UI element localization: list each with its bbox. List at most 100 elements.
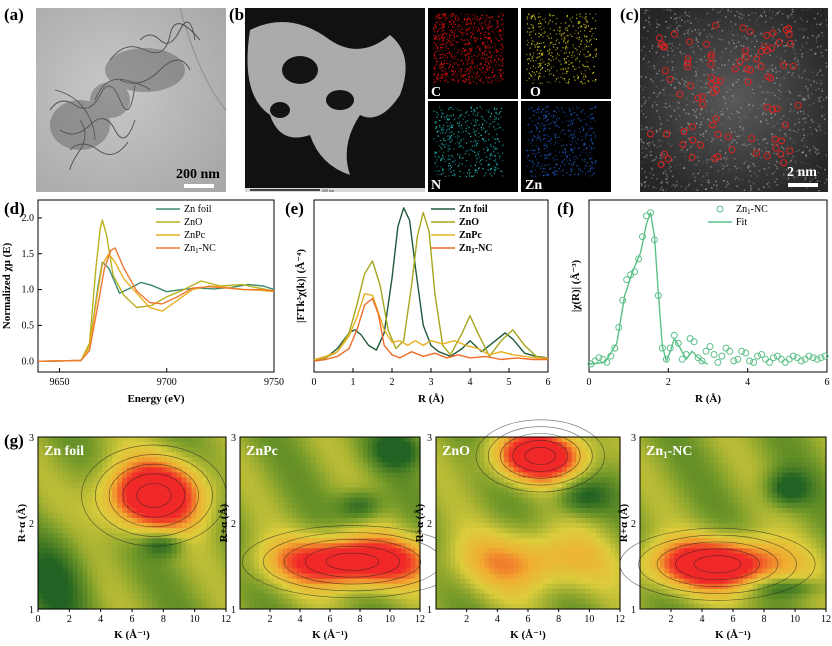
contour-0-0 xyxy=(136,483,172,508)
x-tick-f-1: 2 xyxy=(666,377,671,388)
eds-map-o: O xyxy=(521,8,611,100)
data-point-f-0-2 xyxy=(595,354,603,362)
g-x-tick-3-4: 10 xyxy=(790,614,800,625)
x-tick-e-0: 0 xyxy=(312,377,317,388)
data-point-f-0-56 xyxy=(809,354,817,362)
data-point-f-0-23 xyxy=(678,355,686,363)
eds-map-n: N xyxy=(428,101,518,193)
x-axis-title-e: R (Å) xyxy=(418,393,444,405)
g-x-tick-0-6: 12 xyxy=(221,614,231,625)
data-point-f-0-26 xyxy=(690,338,698,346)
data-point-f-0-57 xyxy=(813,355,821,363)
x-axis-title-d: Energy (eV) xyxy=(127,393,184,405)
wavelet-title-0: Zn foil xyxy=(44,444,84,459)
eds-map-zn: Zn xyxy=(521,101,611,193)
g-y-tick-0-1: 2 xyxy=(29,519,34,530)
x-tick-d-1: 9700 xyxy=(157,377,177,388)
x-tick-d-2: 9750 xyxy=(264,377,284,388)
data-point-f-0-48 xyxy=(777,355,785,363)
x-tick-e-5: 5 xyxy=(507,377,512,388)
contour-0-3 xyxy=(94,454,213,537)
g-x-tick-3-5: 12 xyxy=(821,614,831,625)
data-point-f-0-41 xyxy=(750,358,758,366)
contour-2-3 xyxy=(487,426,593,486)
x-tick-f-3: 6 xyxy=(825,377,830,388)
contour-0-2 xyxy=(108,463,199,528)
series-line-d-1 xyxy=(37,219,275,362)
data-point-f-0-38 xyxy=(738,347,746,355)
g-x-tick-2-3: 8 xyxy=(556,614,561,625)
data-point-f-0-45 xyxy=(766,358,773,366)
data-point-f-0-28 xyxy=(698,357,706,365)
y-axis-title-d: Normalized χμ (E) xyxy=(1,242,13,329)
contour-0-1 xyxy=(122,473,186,518)
g-x-tick-0-5: 10 xyxy=(190,614,200,625)
g-y-title-3: R+α (Å) xyxy=(618,503,630,542)
wavelet-title-1: ZnPc xyxy=(246,444,278,459)
y-axis-title-e: |FTk³χ(k)| (Å⁻⁴) xyxy=(295,249,307,323)
x-tick-e-6: 6 xyxy=(546,377,551,388)
plot-frame-d xyxy=(37,199,275,373)
contour-2-1 xyxy=(512,440,569,472)
y-tick-d-2: 1.0 xyxy=(22,285,35,296)
data-point-f-0-35 xyxy=(726,347,734,355)
data-point-f-0-49 xyxy=(781,358,789,366)
data-point-f-0-50 xyxy=(785,355,793,363)
data-point-f-0-21 xyxy=(670,331,678,339)
scale-label-a: 200 nm xyxy=(176,167,220,182)
g-x-tick-3-1: 4 xyxy=(700,614,705,625)
x-axis-title-f: R (Å) xyxy=(695,393,721,405)
g-x-tick-1-1: 4 xyxy=(298,614,303,625)
eds-map-c: C xyxy=(428,8,518,100)
y-tick-d-1: 0.5 xyxy=(22,320,35,331)
y-axis-title-f: |χ(R)| (Å⁻³) xyxy=(570,260,582,313)
g-x-tick-0-3: 6 xyxy=(130,614,135,625)
x-tick-e-3: 3 xyxy=(429,377,434,388)
series-line-e-3 xyxy=(313,297,548,362)
contour-3-1 xyxy=(675,548,760,581)
data-point-f-0-51 xyxy=(789,352,797,360)
panel-label-f: (f) xyxy=(557,199,574,218)
legend-label-d-3: Zn1-NC xyxy=(184,243,216,255)
data-point-f-0-42 xyxy=(754,352,762,360)
g-x-title-1: K (Å⁻¹) xyxy=(312,629,348,641)
data-point-f-0-40 xyxy=(746,357,754,365)
tem-image-a: 200 nm xyxy=(36,7,227,192)
eds-label-n: N xyxy=(431,178,441,193)
g-x-tick-3-3: 8 xyxy=(762,614,767,625)
g-y-tick-3-2: 3 xyxy=(631,433,636,444)
x-tick-f-0: 0 xyxy=(587,377,592,388)
contour-1-2 xyxy=(283,538,422,585)
x-tick-f-2: 4 xyxy=(745,377,750,388)
panel-label-a: (a) xyxy=(4,5,24,24)
data-point-f-0-25 xyxy=(686,335,694,343)
series-line-e-1 xyxy=(313,211,549,362)
legend-label-e-0: Zn foil xyxy=(459,204,488,215)
eds-label-o: O xyxy=(530,85,541,100)
series-line-e-2 xyxy=(313,293,548,361)
data-point-f-0-52 xyxy=(793,354,801,362)
scale-bar-a xyxy=(184,184,214,188)
series-line-d-0 xyxy=(37,261,275,362)
legend-label-e-3: Zn1-NC xyxy=(459,243,493,255)
legend-label-d-0: Zn foil xyxy=(184,204,212,215)
g-x-tick-0-1: 2 xyxy=(67,614,72,625)
x-tick-e-1: 1 xyxy=(351,377,356,388)
contour-2-0 xyxy=(524,446,556,465)
data-point-f-0-6 xyxy=(611,344,619,352)
data-point-f-0-8 xyxy=(619,296,627,304)
g-y-title-2: R+α (Å) xyxy=(414,503,426,542)
data-point-f-0-44 xyxy=(762,355,769,363)
g-y-tick-0-0: 1 xyxy=(29,605,34,616)
contour-3-4 xyxy=(619,527,816,601)
g-x-tick-2-2: 6 xyxy=(526,614,531,625)
g-x-tick-1-3: 8 xyxy=(358,614,363,625)
g-x-tick-2-0: 2 xyxy=(464,614,469,625)
chart-d-xanes: 9650 9700 9750 0.0 0.5 1.0 1.5 2.0 Energy (eV) No… xyxy=(1,199,284,405)
scale-bar-c xyxy=(788,183,818,187)
g-x-tick-3-0: 2 xyxy=(669,614,674,625)
g-x-tick-2-1: 4 xyxy=(495,614,500,625)
